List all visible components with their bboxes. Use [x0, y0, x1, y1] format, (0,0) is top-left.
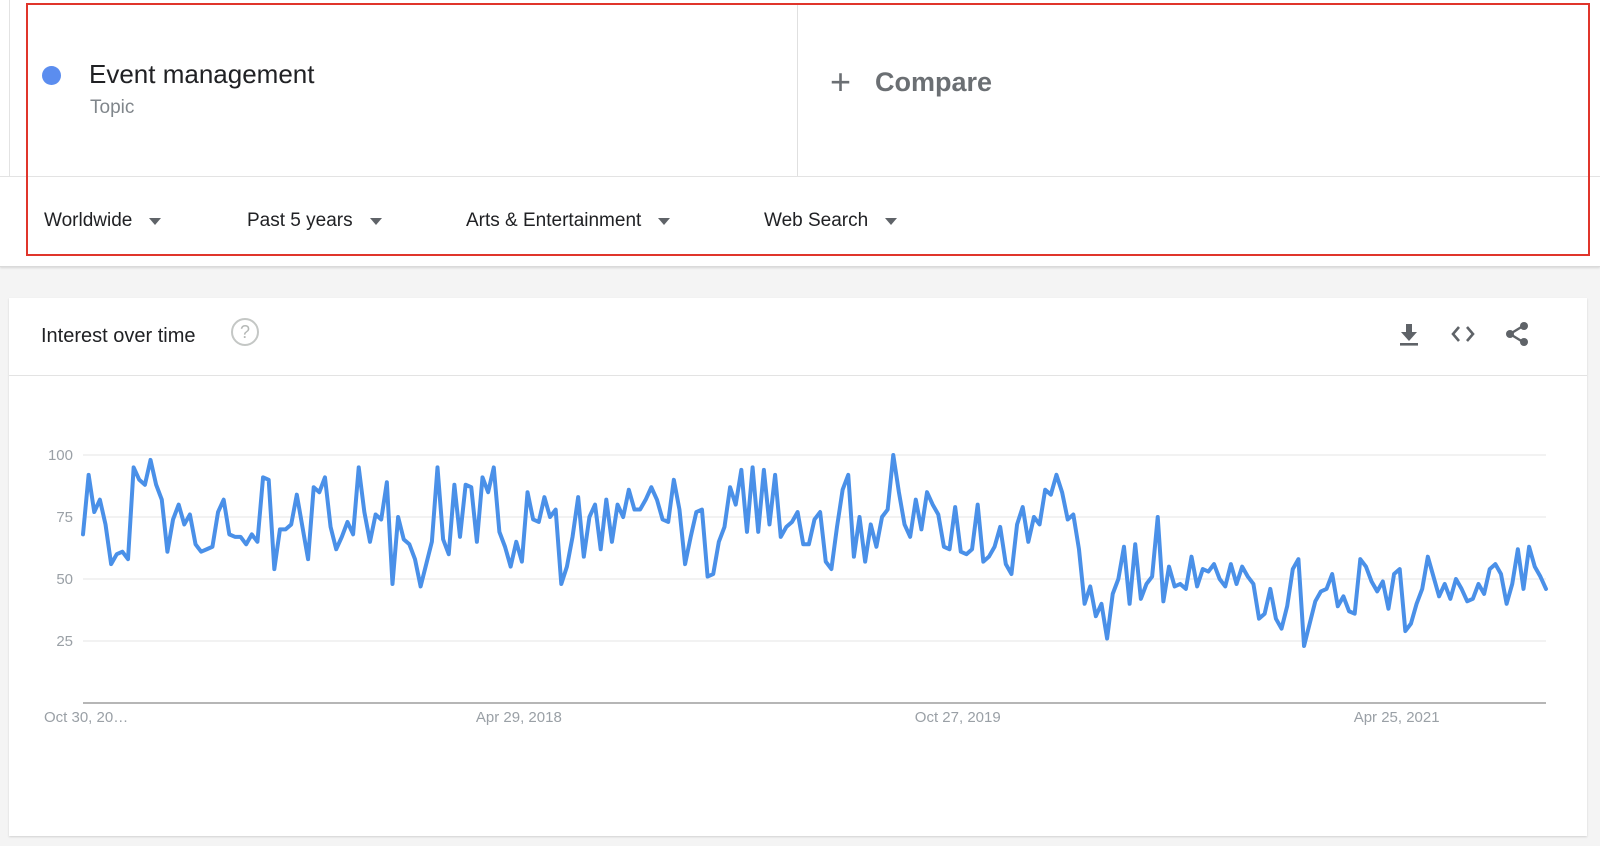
- term-title[interactable]: Event management: [89, 59, 315, 89]
- interest-chart: 25 50 75 100 Oct 30, 20… Apr 29, 2018 Oct 27, …: [44, 447, 1548, 726]
- x-tick-label: Oct 27, 2019: [915, 709, 1001, 726]
- chevron-down-icon: [885, 217, 898, 225]
- y-tick-label: 75: [56, 509, 73, 526]
- embed-code-icon[interactable]: [1449, 320, 1477, 348]
- interest-series-line: [81, 453, 1548, 648]
- chevron-down-icon: [369, 217, 382, 225]
- search-property-dropdown[interactable]: Web Search: [764, 208, 898, 234]
- plus-icon: +: [830, 61, 852, 102]
- search-term-card[interactable]: Event management Topic: [28, 5, 796, 177]
- compare-label: Compare: [875, 66, 993, 97]
- interest-over-time-card: Interest over time ? 25 50 75 100 Oct 30, 20…: [9, 298, 1587, 836]
- compare-button[interactable]: + Compare: [830, 62, 992, 102]
- left-edge-divider: [9, 0, 10, 176]
- time-range-dropdown[interactable]: Past 5 years: [247, 208, 382, 234]
- x-tick-label: Oct 30, 20…: [44, 709, 128, 726]
- filters-divider: [0, 176, 1600, 177]
- y-tick-label: 25: [56, 633, 73, 650]
- chevron-down-icon: [149, 217, 162, 225]
- share-icon[interactable]: [1503, 320, 1531, 348]
- region-label: Worldwide: [44, 210, 133, 231]
- term-type: Topic: [90, 97, 135, 118]
- highlight-frame: [26, 3, 1590, 256]
- card-title: Interest over time: [41, 325, 196, 347]
- category-dropdown[interactable]: Arts & Entertainment: [466, 208, 671, 234]
- x-tick-label: Apr 25, 2021: [1354, 709, 1440, 726]
- x-tick-label: Apr 29, 2018: [476, 709, 562, 726]
- category-label: Arts & Entertainment: [466, 210, 642, 231]
- region-dropdown[interactable]: Worldwide: [44, 208, 162, 234]
- download-icon[interactable]: [1395, 320, 1423, 348]
- time-range-label: Past 5 years: [247, 210, 353, 231]
- y-tick-label: 50: [56, 571, 73, 588]
- explore-header: Event management Topic + Compare Worldwi…: [0, 0, 1600, 267]
- search-property-label: Web Search: [764, 210, 869, 231]
- y-tick-label: 100: [48, 447, 73, 464]
- card-header-divider: [9, 375, 1587, 376]
- term-divider: [797, 5, 798, 177]
- term-color-dot: [42, 66, 61, 85]
- chevron-down-icon: [658, 217, 671, 225]
- help-icon[interactable]: ?: [231, 318, 259, 346]
